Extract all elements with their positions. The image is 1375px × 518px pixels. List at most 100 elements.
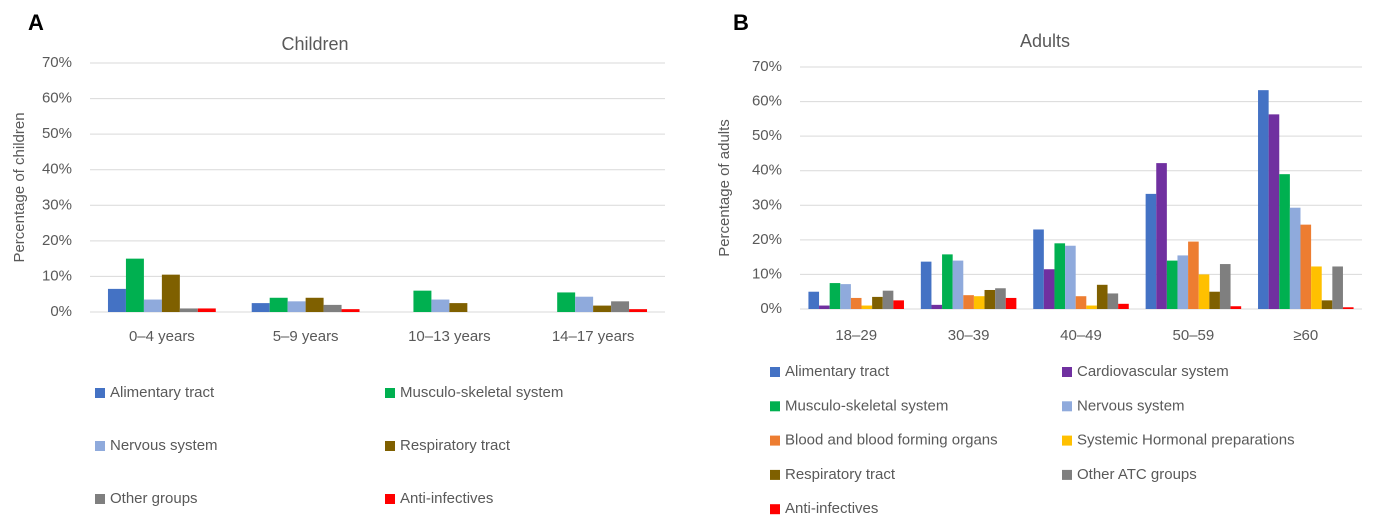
- bar: [1145, 193, 1157, 309]
- legend-swatch: [770, 504, 780, 515]
- legend-swatch: [1062, 469, 1072, 480]
- bar: [872, 296, 883, 309]
- legend-label: Cardiovascular system: [1077, 363, 1229, 380]
- y-tick-label: 40%: [42, 161, 72, 178]
- legend-label: Alimentary tract: [785, 363, 890, 380]
- bar: [840, 284, 851, 309]
- x-tick-label: 14–17 years: [552, 328, 635, 345]
- y-tick-label: 60%: [42, 90, 72, 107]
- chart-title: Adults: [1020, 31, 1070, 51]
- y-tick-label: 10%: [752, 265, 782, 282]
- x-tick-label: 50–59: [1173, 327, 1215, 344]
- legend-label: Musculo-skeletal system: [785, 397, 948, 414]
- legend-swatch: [385, 494, 395, 504]
- bar: [920, 261, 932, 309]
- bar: [1289, 207, 1301, 309]
- bar: [861, 305, 873, 309]
- y-tick-label: 50%: [42, 125, 72, 142]
- bar: [143, 299, 162, 312]
- bar: [323, 304, 342, 312]
- x-tick-label: 30–39: [948, 327, 990, 344]
- legend-label: Systemic Hormonal preparations: [1077, 432, 1295, 449]
- legend-label: Respiratory tract: [785, 466, 896, 483]
- y-tick-label: 10%: [42, 267, 72, 284]
- legend-label: Respiratory tract: [400, 437, 511, 454]
- y-tick-label: 20%: [42, 232, 72, 249]
- bar: [931, 304, 943, 309]
- legend-label: Other ATC groups: [1077, 466, 1197, 483]
- bar: [1096, 284, 1108, 309]
- x-tick-label: 0–4 years: [129, 328, 195, 345]
- legend-swatch: [95, 494, 105, 504]
- bar: [1005, 297, 1017, 309]
- bar: [819, 305, 830, 309]
- bar: [882, 290, 894, 309]
- bar: [1086, 305, 1097, 309]
- legend-label: Nervous system: [110, 437, 218, 454]
- bar: [1342, 307, 1354, 309]
- bar: [1332, 266, 1343, 309]
- y-tick-label: 60%: [752, 93, 782, 110]
- bar: [973, 296, 985, 309]
- legend-label: Anti-infectives: [400, 490, 493, 507]
- y-axis-label: Percentage of adults: [716, 119, 733, 257]
- x-tick-label: 5–9 years: [273, 328, 339, 345]
- bar: [963, 295, 974, 309]
- x-tick-label: 10–13 years: [408, 328, 491, 345]
- legend-swatch: [95, 441, 105, 451]
- legend-label: Alimentary tract: [110, 384, 215, 401]
- bar: [593, 305, 612, 312]
- y-tick-label: 70%: [42, 54, 72, 71]
- bar: [829, 283, 841, 309]
- bar: [808, 291, 820, 309]
- bar: [1188, 241, 1199, 309]
- x-tick-label: 40–49: [1060, 327, 1102, 344]
- legend-label: Blood and blood forming organs: [785, 432, 998, 449]
- bar: [1311, 266, 1322, 309]
- bar: [1268, 114, 1280, 309]
- bar: [197, 308, 216, 312]
- legend-swatch: [385, 388, 395, 398]
- bar: [1321, 300, 1333, 309]
- bar: [413, 290, 432, 312]
- bar: [942, 254, 953, 309]
- legend-label: Anti-infectives: [785, 500, 878, 517]
- bar: [952, 260, 964, 309]
- bar: [1118, 303, 1129, 309]
- bar: [611, 301, 630, 312]
- legend-swatch: [770, 469, 780, 480]
- bar: [1054, 243, 1066, 309]
- bar: [1258, 90, 1269, 309]
- bar: [850, 297, 862, 309]
- bar: [431, 299, 450, 312]
- bar: [1230, 306, 1242, 309]
- bar: [1075, 296, 1087, 309]
- bar: [269, 297, 288, 312]
- bar: [1065, 245, 1076, 309]
- bar: [1300, 224, 1312, 309]
- bar: [1043, 269, 1055, 309]
- bar: [893, 300, 904, 309]
- bar: [1209, 291, 1220, 309]
- bar: [107, 288, 126, 312]
- bar: [1156, 163, 1167, 309]
- bar: [161, 274, 180, 312]
- bar: [1033, 229, 1044, 309]
- bar: [449, 303, 468, 312]
- bar: [125, 258, 144, 312]
- bar: [1219, 264, 1231, 309]
- y-tick-label: 40%: [752, 162, 782, 179]
- bar: [341, 309, 360, 312]
- bar: [251, 303, 270, 312]
- panel-label: B: [733, 10, 749, 35]
- bar: [575, 296, 594, 312]
- legend-swatch: [1062, 435, 1072, 446]
- y-tick-label: 0%: [760, 300, 782, 317]
- bar: [179, 308, 198, 312]
- bar: [1166, 260, 1178, 309]
- legend-swatch: [1062, 367, 1072, 377]
- legend-swatch: [385, 441, 395, 451]
- legend-swatch: [95, 388, 105, 398]
- bar: [1107, 293, 1119, 309]
